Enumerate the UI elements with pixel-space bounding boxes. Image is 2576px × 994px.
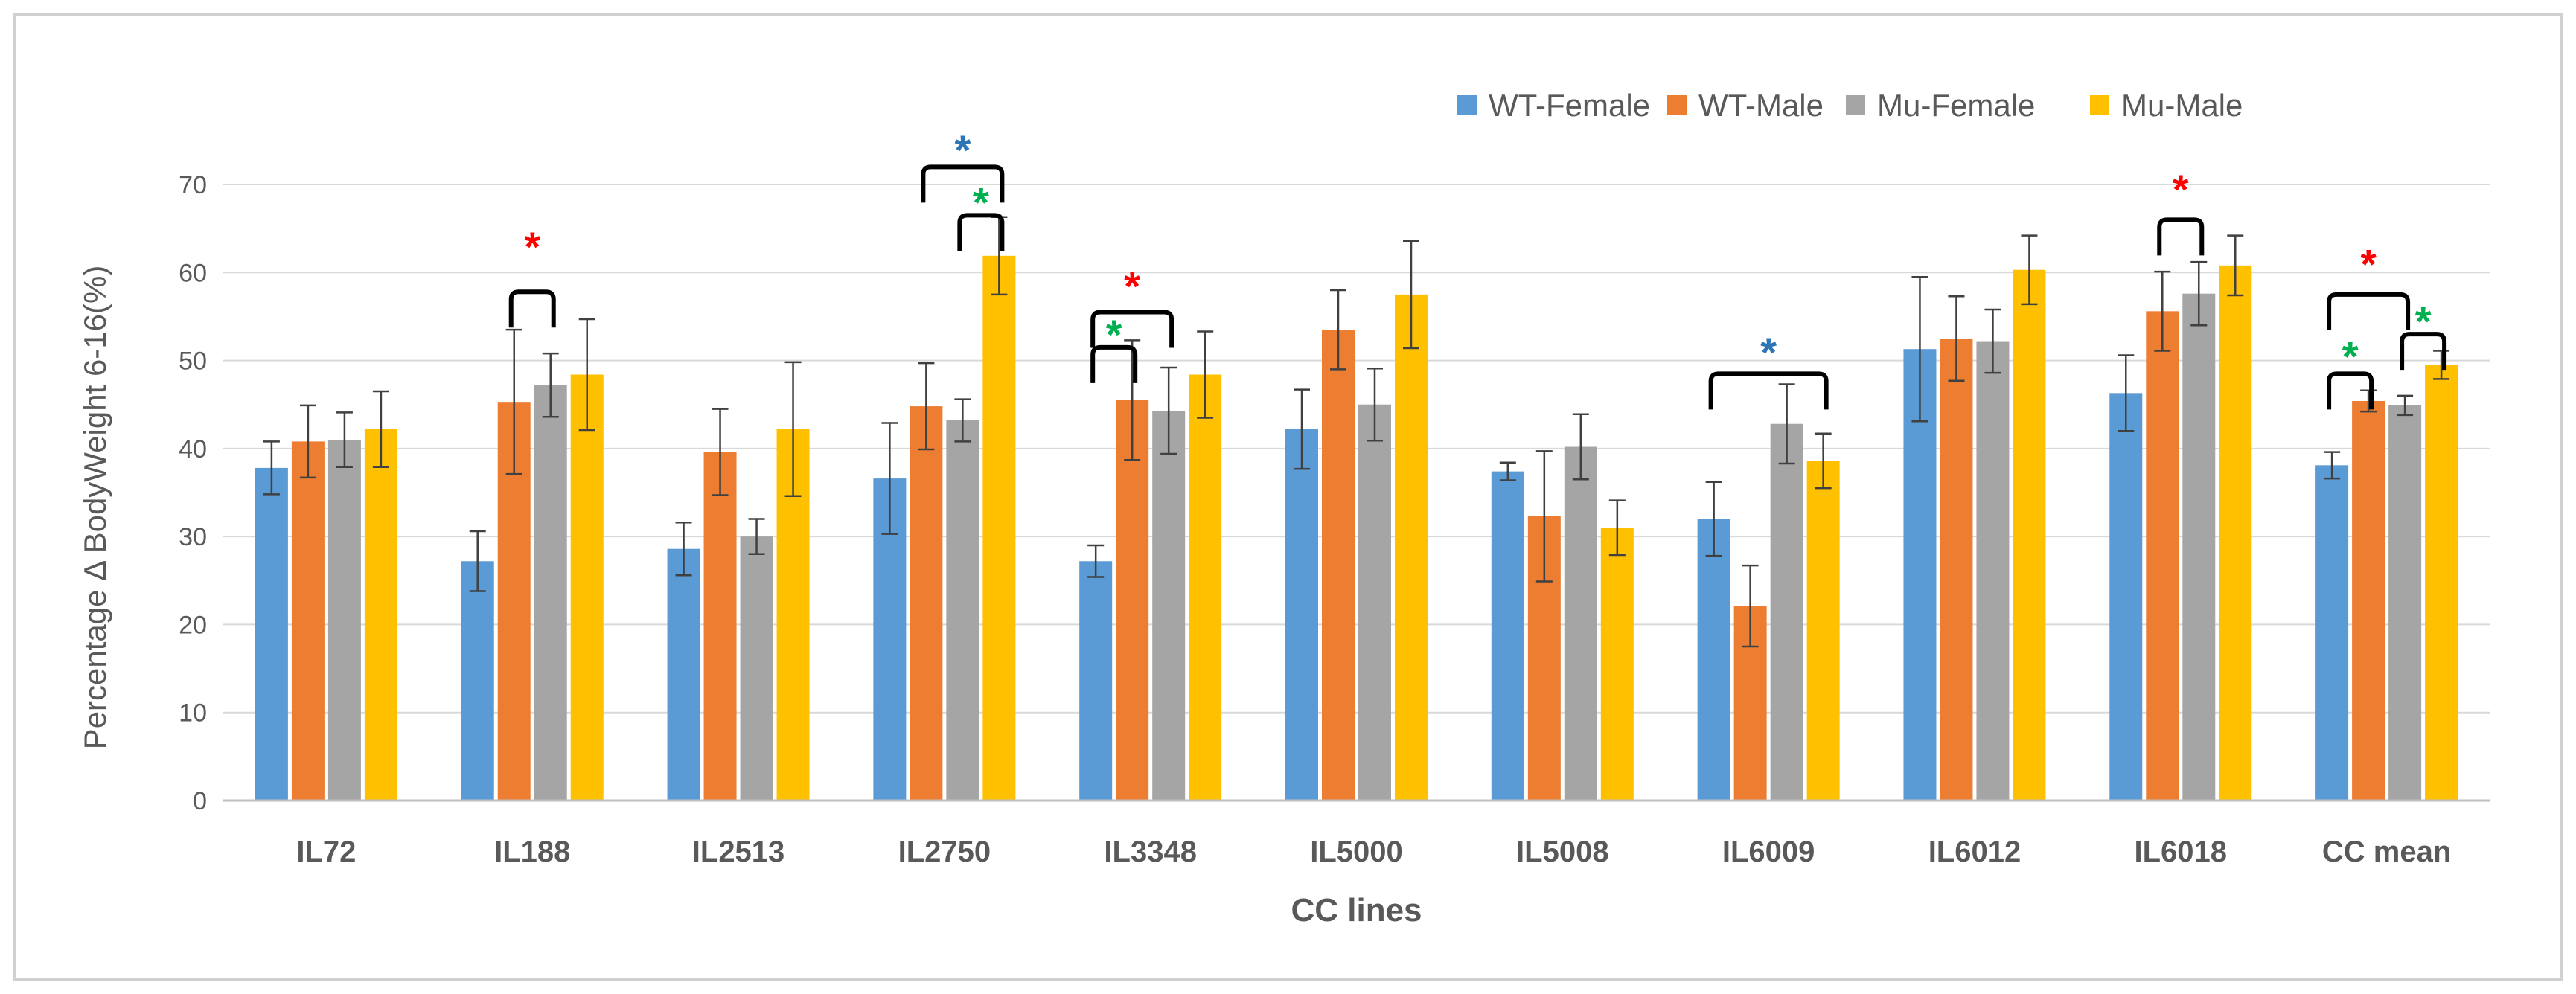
x-tick-label: IL3348 [1104,836,1197,868]
bar [1322,330,1355,801]
significance-star: * [2173,166,2189,213]
significance-star: * [954,126,971,173]
bar [1152,410,1186,801]
bar [910,406,943,801]
significance-star: * [2342,333,2359,380]
bar [1491,471,1524,801]
x-tick-label: IL6009 [1722,836,1815,868]
bar [1395,294,1428,801]
bar [1903,349,1937,801]
y-tick-label: 30 [179,523,207,551]
significance-bracket [1090,310,1174,348]
bar [2315,465,2349,801]
bar [2109,393,2143,801]
y-tick-label: 40 [179,435,207,464]
significance-bracket [1090,344,1138,383]
significance-bracket [957,213,1005,251]
significance-star: * [2415,298,2432,344]
x-tick-label: IL72 [296,836,356,868]
bar [1940,339,1973,801]
significance-bracket [1708,371,1829,410]
y-axis-title: Percentage Δ BodyWeight 6-16(%) [77,266,112,750]
bars [255,255,2458,801]
y-tick-label: 70 [179,171,207,199]
bar [1189,374,1222,801]
bar [2219,265,2252,801]
legend-swatch [1457,95,1477,115]
bar [2352,400,2385,801]
bar [327,440,361,801]
significance-star: * [1106,311,1122,358]
bar [291,441,325,801]
x-tick-label: IL188 [494,836,570,868]
bar [982,255,1016,801]
y-axis-ticks: 0 10 20 30 40 50 60 70 [179,171,207,815]
legend-swatch [2090,95,2109,115]
error-bars [263,216,2450,648]
bar [1806,461,1840,801]
legend-swatch [1846,95,1865,115]
significance-star: * [2360,241,2377,288]
significance-star: * [524,223,540,270]
bar [1976,341,2010,801]
bar [2182,293,2216,801]
legend-label: Mu-Female [1877,88,2035,123]
significance-bracket [2157,217,2205,256]
bar [2013,269,2046,801]
bar [1600,528,1634,801]
x-tick-label: IL5000 [1310,836,1403,868]
x-tick-label: CC mean [2322,836,2451,868]
x-axis-categories: IL72 IL188 IL2513 IL2750 IL3348 IL5000 IL5008 I… [296,836,2451,868]
x-tick-label: IL5008 [1516,836,1609,868]
bar [1116,400,1149,801]
x-tick-label: IL6018 [2135,836,2228,868]
legend-swatch [1667,95,1687,115]
bar [703,452,737,801]
significance-star: * [1124,263,1140,310]
bar [1079,561,1113,801]
y-tick-label: 20 [179,611,207,639]
y-tick-label: 10 [179,699,207,728]
legend-label: Mu-Male [2121,88,2243,123]
y-tick-label: 0 [193,787,207,815]
bar [1564,446,1597,801]
bar [1770,423,1803,801]
bar [1358,404,1391,801]
bar [1285,429,1318,801]
x-tick-label: IL2513 [692,836,785,868]
bar [2425,365,2458,801]
significance-bracket [2400,332,2447,371]
legend-label: WT-Male [1698,88,1824,123]
significance-bracket [2327,371,2374,410]
bar [667,548,700,801]
significance-star: * [1760,329,1777,376]
y-tick-label: 60 [179,259,207,287]
x-tick-label: IL2750 [898,836,991,868]
y-tick-label: 50 [179,347,207,376]
significance-brackets: ***** ***** [508,126,2447,410]
bar [461,561,494,801]
bar [570,374,604,801]
bar [1697,519,1730,801]
bar [2146,311,2179,801]
significance-star: * [973,179,989,226]
bar [364,429,397,801]
x-tick-label: IL6012 [1928,836,2022,868]
bar [534,385,567,801]
bar [2388,405,2422,801]
legend: WT-Female WT-Male Mu-Female Mu-Male [1457,88,2243,123]
bar [946,420,979,801]
bar [255,467,288,801]
x-axis-title: CC lines [1291,892,1422,929]
bar [740,536,773,801]
significance-bracket [921,164,1005,203]
legend-label: WT-Female [1489,88,1650,123]
significance-bracket [508,289,556,328]
significance-bracket [2327,292,2411,330]
